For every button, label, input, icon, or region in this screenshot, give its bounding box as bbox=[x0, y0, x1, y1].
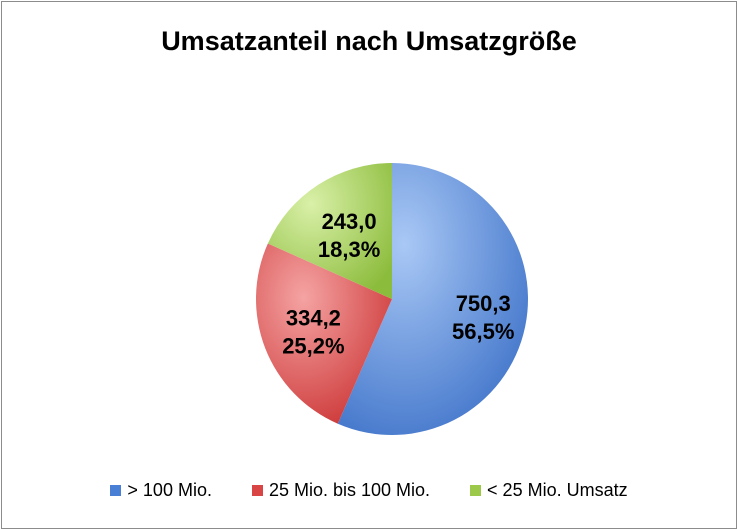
pie-slice bbox=[255, 243, 392, 424]
pie-slice bbox=[337, 163, 528, 435]
legend-item-25-to-100: 25 Mio. bis 100 Mio. bbox=[251, 480, 431, 501]
slice-percent-label: 25,2% bbox=[282, 334, 344, 359]
legend-item-over-100: > 100 Mio. bbox=[110, 480, 212, 501]
pie-slice bbox=[267, 163, 392, 299]
legend: > 100 Mio. 25 Mio. bis 100 Mio. < 25 Mio… bbox=[0, 480, 738, 501]
legend-label: < 25 Mio. Umsatz bbox=[487, 480, 628, 500]
slice-value-label: 750,3 bbox=[456, 291, 511, 316]
slice-percent-label: 56,5% bbox=[452, 319, 514, 344]
slice-value-label: 243,0 bbox=[322, 209, 377, 234]
legend-swatch-blue bbox=[110, 485, 122, 496]
legend-label: 25 Mio. bis 100 Mio. bbox=[268, 480, 431, 500]
slice-percent-label: 18,3% bbox=[318, 237, 380, 262]
chart-title: Umsatzanteil nach Umsatzgröße bbox=[161, 26, 577, 56]
legend-swatch-red bbox=[251, 485, 263, 496]
slice-value-label: 334,2 bbox=[286, 306, 341, 331]
legend-label: > 100 Mio. bbox=[127, 480, 212, 500]
legend-item-under-25: < 25 Mio. Umsatz bbox=[470, 480, 628, 501]
legend-swatch-green bbox=[470, 485, 482, 496]
